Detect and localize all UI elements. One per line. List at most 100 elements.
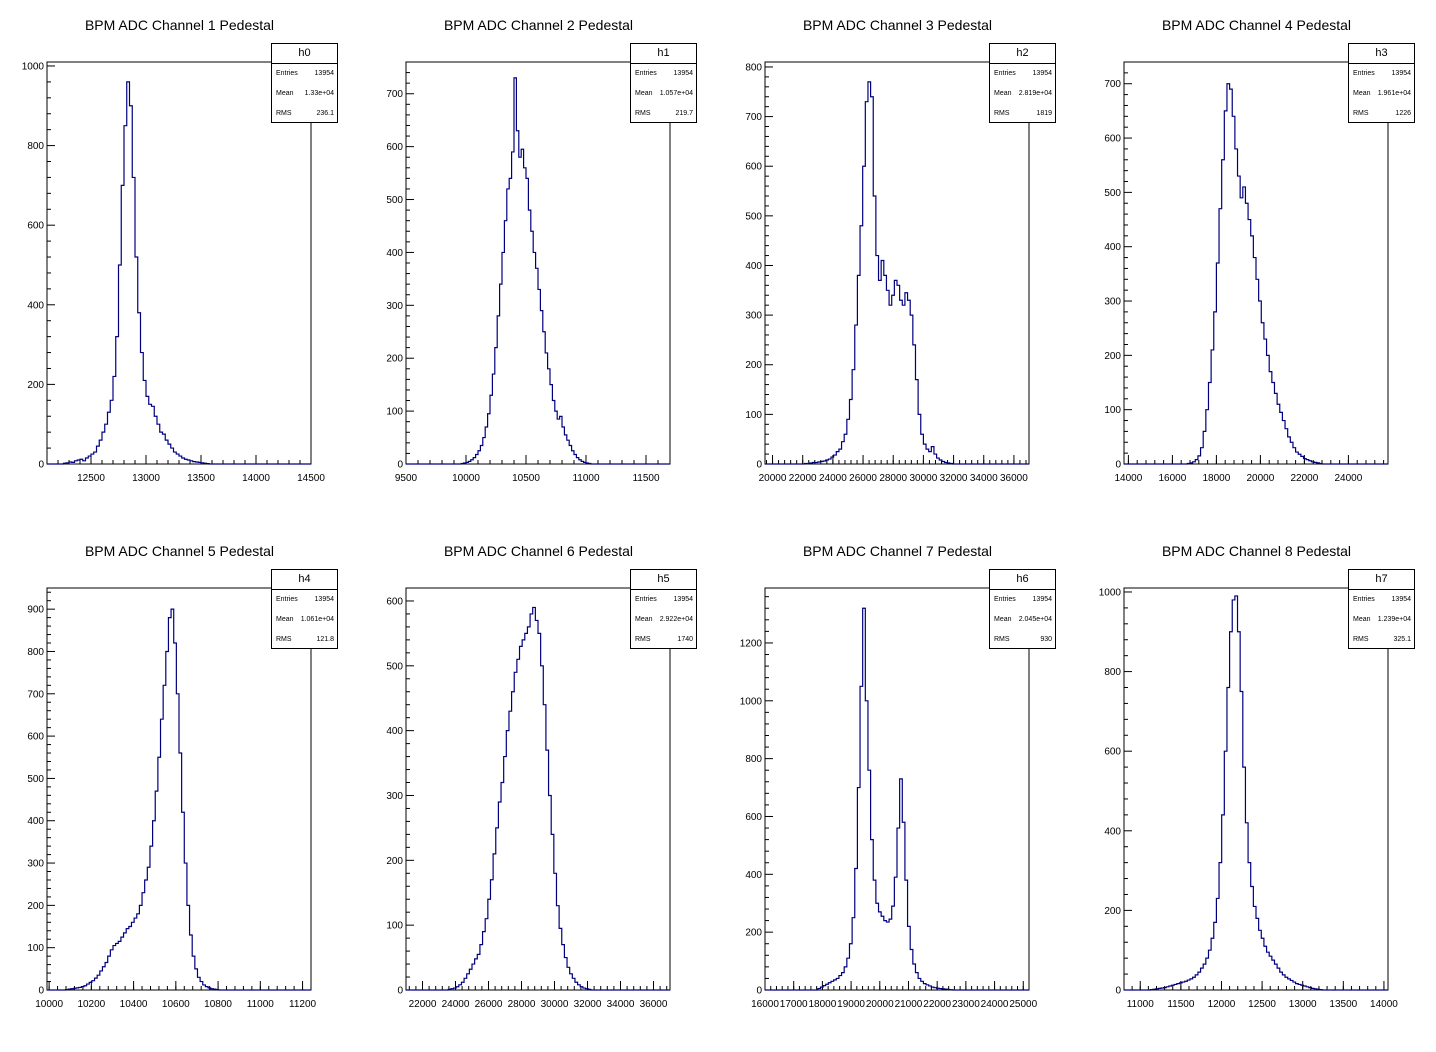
- x-tick-label: 10000: [35, 999, 63, 1010]
- stats-box: h3 Entries 13954 Mean 1.961e+04 RMS 1226: [1348, 43, 1415, 123]
- y-tick-label: 400: [745, 870, 762, 881]
- stats-rms-value: 1819: [1036, 110, 1052, 117]
- y-tick-label: 300: [386, 791, 403, 802]
- y-tick-label: 300: [27, 859, 44, 870]
- y-tick-label: 500: [27, 774, 44, 785]
- x-tick-label: 14000: [242, 473, 270, 484]
- stats-entries-value: 13954: [673, 596, 693, 603]
- stats-mean-value: 2.045e+04: [1018, 616, 1052, 623]
- x-tick-label: 36000: [640, 999, 668, 1010]
- y-tick-label: 600: [386, 142, 403, 153]
- x-tick-label: 17000: [780, 999, 808, 1010]
- x-tick-label: 25000: [1009, 999, 1037, 1010]
- x-tick-label: 11000: [1127, 999, 1155, 1010]
- x-tick-label: 10600: [162, 999, 190, 1010]
- y-tick-label: 600: [27, 221, 44, 232]
- y-tick-label: 0: [38, 986, 44, 997]
- stats-mean-label: Mean: [635, 616, 653, 623]
- y-tick-label: 400: [1104, 242, 1121, 253]
- x-tick-label: 16000: [1158, 473, 1186, 484]
- histogram-series: [406, 606, 670, 991]
- y-tick-label: 1000: [1099, 587, 1122, 598]
- stats-entries-value: 13954: [314, 596, 334, 603]
- stats-rms-value: 325.1: [1393, 636, 1411, 643]
- x-tick-label: 10000: [452, 473, 480, 484]
- x-tick-label: 32000: [574, 999, 602, 1010]
- x-tick-label: 24000: [981, 999, 1009, 1010]
- plot-frame: [46, 587, 312, 991]
- histogram-panel-8: 0 200 400 600 800 1000 11000 11500 12000 12500 130…: [1077, 526, 1436, 1052]
- y-tick-label: 500: [386, 195, 403, 206]
- y-tick-label: 300: [386, 301, 403, 312]
- y-tick-label: 700: [386, 89, 403, 100]
- y-tick-label: 0: [1115, 460, 1121, 471]
- y-tick-label: 400: [745, 261, 762, 272]
- y-tick-label: 100: [386, 407, 403, 418]
- x-tick-label: 14000: [1370, 999, 1398, 1010]
- panel-title: BPM ADC Channel 2 Pedestal: [443, 17, 634, 33]
- y-tick-label: 200: [27, 380, 44, 391]
- histogram-panel-5: 0 100 200 300 400 500 600 700 800 900 10000 10200 10…: [0, 526, 359, 1052]
- y-tick-label: 800: [27, 647, 44, 658]
- x-tick-label: 12000: [1208, 999, 1236, 1010]
- x-tick-label: 11500: [1167, 999, 1195, 1010]
- stats-box: h0 Entries 13954 Mean 1.33e+04 RMS 236.1: [271, 43, 338, 123]
- x-tick-label: 30000: [541, 999, 569, 1010]
- histogram-plot-3: 0 100 200 300 400 500 600 700 800 20000 22000 24000…: [745, 61, 1030, 484]
- stats-hist-name: h0: [272, 44, 337, 64]
- x-tick-label: 10200: [77, 999, 105, 1010]
- histogram-series: [1124, 595, 1388, 991]
- y-tick-label: 600: [745, 812, 762, 823]
- y-tick-label: 0: [38, 460, 44, 471]
- stats-mean-value: 1.061e+04: [300, 616, 334, 623]
- y-tick-label: 500: [386, 661, 403, 672]
- x-tick-label: 9500: [395, 473, 418, 484]
- histogram-series: [1124, 83, 1388, 465]
- x-tick-label: 30000: [909, 473, 937, 484]
- panel-title: BPM ADC Channel 4 Pedestal: [1161, 17, 1352, 33]
- y-tick-label: 400: [386, 248, 403, 259]
- panel-title: BPM ADC Channel 5 Pedestal: [84, 543, 275, 559]
- x-tick-label: 10400: [120, 999, 148, 1010]
- y-tick-label: 200: [1104, 906, 1121, 917]
- y-tick-label: 0: [756, 460, 762, 471]
- stats-mean-label: Mean: [635, 90, 653, 97]
- y-tick-label: 0: [397, 986, 403, 997]
- stats-hist-name: h7: [1349, 570, 1414, 590]
- histogram-plot-8: 0 200 400 600 800 1000 11000 11500 12000 12500 130…: [1099, 587, 1399, 1010]
- stats-rms-value: 236.1: [316, 110, 334, 117]
- x-tick-label: 13500: [187, 473, 215, 484]
- y-tick-label: 800: [1104, 667, 1121, 678]
- y-tick-label: 400: [27, 816, 44, 827]
- stats-hist-name: h4: [272, 570, 337, 590]
- stats-rms-label: RMS: [1353, 110, 1369, 117]
- stats-entries-value: 13954: [1391, 596, 1411, 603]
- stats-entries-value: 13954: [1391, 70, 1411, 77]
- stats-entries-label: Entries: [1353, 70, 1375, 77]
- stats-mean-value: 1.057e+04: [659, 90, 693, 97]
- stats-mean-label: Mean: [994, 616, 1012, 623]
- x-tick-label: 22000: [789, 473, 817, 484]
- stats-rms-label: RMS: [635, 636, 651, 643]
- stats-hist-name: h1: [631, 44, 696, 64]
- stats-rms-label: RMS: [276, 110, 292, 117]
- panel-title: BPM ADC Channel 6 Pedestal: [443, 543, 634, 559]
- x-tick-label: 12500: [77, 473, 105, 484]
- x-tick-label: 20000: [1246, 473, 1274, 484]
- x-tick-label: 36000: [1000, 473, 1028, 484]
- histogram-series: [47, 81, 311, 465]
- y-tick-label: 700: [745, 112, 762, 123]
- histogram-plot-5: 0 100 200 300 400 500 600 700 800 900 10000 10200 10…: [27, 587, 317, 1010]
- panel-title: BPM ADC Channel 8 Pedestal: [1161, 543, 1352, 559]
- stats-rms-value: 1740: [677, 636, 693, 643]
- stats-entries-label: Entries: [1353, 596, 1375, 603]
- x-tick-label: 28000: [508, 999, 536, 1010]
- stats-entries-label: Entries: [276, 70, 298, 77]
- stats-rms-label: RMS: [635, 110, 651, 117]
- stats-hist-name: h5: [631, 570, 696, 590]
- stats-mean-label: Mean: [1353, 90, 1371, 97]
- y-tick-label: 1200: [740, 638, 763, 649]
- stats-rms-value: 930: [1040, 636, 1052, 643]
- stats-hist-name: h3: [1349, 44, 1414, 64]
- stats-rms-label: RMS: [994, 110, 1010, 117]
